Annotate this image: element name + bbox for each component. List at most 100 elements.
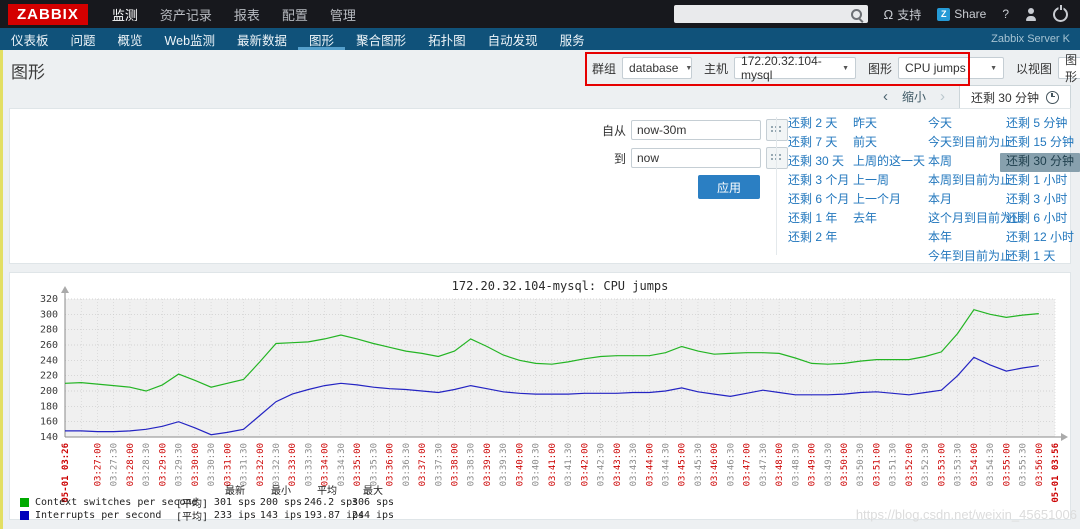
clock-icon <box>1046 90 1059 104</box>
graph-panel: 172.20.32.104-mysql: CPU jumps 140 160 180… <box>9 272 1071 523</box>
help-button[interactable]: ? <box>1002 7 1009 21</box>
time-preset-link[interactable]: 昨天 <box>853 116 878 130</box>
nav-item[interactable]: 问题 <box>70 33 96 48</box>
time-preset-link[interactable]: 还剩 1 小时 <box>1006 173 1068 187</box>
host-value: 172.20.32.104-mysql <box>741 54 822 82</box>
headset-icon: Ω <box>883 6 894 22</box>
time-preset-link[interactable]: 去年 <box>853 211 878 225</box>
host-select[interactable]: 172.20.32.104-mysql ▼ <box>734 54 857 82</box>
graph-legend: 最新 最小 平均 最大 Context switches per second [平均] 3… <box>20 483 396 523</box>
nav-item[interactable]: Web监测 <box>164 33 216 48</box>
view-as-select[interactable]: 图形▼ <box>1058 53 1080 84</box>
time-preset-link[interactable]: 本年 <box>928 230 953 244</box>
nav-item[interactable]: 服务 <box>559 33 585 48</box>
zoom-out-button[interactable]: 缩小 <box>901 90 926 104</box>
time-preset-link[interactable]: 本月 <box>928 192 953 206</box>
x-axis-label: 03:54:00 <box>970 443 980 486</box>
logout-icon[interactable] <box>1053 4 1068 22</box>
time-preset-link[interactable]: 还剩 5 分钟 <box>1006 116 1068 130</box>
time-preset-link[interactable]: 还剩 6 小时 <box>1006 211 1068 225</box>
time-preset-link[interactable]: 还剩 1 天 <box>1006 249 1056 263</box>
share-link[interactable]: Z Share <box>937 7 986 21</box>
top-menu-item[interactable]: 配置 <box>281 7 308 23</box>
time-preset-link[interactable]: 本周到目前为止 <box>928 173 1013 187</box>
time-preset-link[interactable]: 今天 <box>928 116 953 130</box>
from-calendar-button[interactable] <box>766 119 788 141</box>
time-range-tab[interactable]: 还剩 30 分钟 <box>958 85 1071 108</box>
from-input[interactable] <box>631 120 761 140</box>
search-icon[interactable] <box>850 8 862 20</box>
time-preset-link[interactable]: 还剩 30 分钟 <box>1000 153 1080 172</box>
to-calendar-button[interactable] <box>766 147 788 169</box>
x-axis-label: 03:44:30 <box>661 443 671 486</box>
nav-item[interactable]: 最新数据 <box>237 33 288 48</box>
time-preset-link[interactable]: 今年到目前为止 <box>928 249 1013 263</box>
top-header: ZABBIX 监测 资产记录 报表 配置 管理 Ω 支持 Z Share ? <box>0 0 1080 28</box>
legend-row: Context switches per second [平均] 301 sps 20… <box>20 496 396 510</box>
x-axis-label: 03:34:30 <box>337 443 347 486</box>
share-label: Share <box>954 7 987 21</box>
x-axis-label: 03:37:00 <box>418 443 428 486</box>
group-select[interactable]: database ▼ <box>622 57 692 79</box>
x-axis-label: 03:29:30 <box>175 443 185 486</box>
top-menu-item[interactable]: 资产记录 <box>159 7 212 23</box>
nav-item[interactable]: 图形 <box>298 28 345 50</box>
y-axis-label: 160 <box>40 417 58 428</box>
time-preset-link[interactable]: 还剩 3 个月 <box>788 173 850 187</box>
y-axis-label: 300 <box>40 309 58 320</box>
nav-item[interactable]: 聚合图形 <box>356 33 407 48</box>
x-axis-label: 03:38:00 <box>451 443 461 486</box>
nav-item[interactable]: 仪表板 <box>11 33 49 48</box>
time-preset-link[interactable]: 今天到目前为止 <box>928 135 1013 149</box>
time-next-button[interactable]: › <box>939 88 945 105</box>
x-axis-label: 03:42:00 <box>580 443 590 486</box>
time-preset-link[interactable]: 还剩 1 年 <box>788 211 838 225</box>
legend-stat-value: 193.87 ips <box>304 509 365 521</box>
x-axis-label: 03:44:00 <box>645 443 655 486</box>
support-link[interactable]: Ω 支持 <box>884 6 922 23</box>
legend-stat-value: 246.2 sps <box>304 496 359 508</box>
legend-stat-value: 244 ips <box>351 509 395 521</box>
y-axis-label: 320 <box>40 294 58 305</box>
time-preset-link[interactable]: 还剩 15 分钟 <box>1006 135 1075 149</box>
top-menu-item[interactable]: 监测 <box>111 7 138 23</box>
time-preset-link[interactable]: 还剩 12 小时 <box>1006 230 1075 244</box>
to-input[interactable] <box>631 148 761 168</box>
time-preset-link[interactable]: 还剩 7 天 <box>788 135 838 149</box>
x-axis-label: 03:40:00 <box>515 443 525 486</box>
time-preset-link[interactable]: 前天 <box>853 135 878 149</box>
graph-select[interactable]: CPU jumps ▼ <box>898 57 1005 79</box>
top-menu-item[interactable]: 管理 <box>329 7 356 23</box>
x-axis-label: 03:27:30 <box>110 443 120 486</box>
time-preset-link[interactable]: 上一周 <box>853 173 890 187</box>
user-profile-icon[interactable] <box>1025 7 1037 21</box>
time-preset-link[interactable]: 上周的这一天 <box>853 154 926 168</box>
time-preset-link[interactable]: 还剩 6 个月 <box>788 192 850 206</box>
time-preset-link[interactable]: 上一个月 <box>853 192 902 206</box>
time-preset-link[interactable]: 这个月到目前为止 <box>928 211 1025 225</box>
nav-item[interactable]: 拓扑图 <box>428 33 466 48</box>
host-label: 主机 <box>704 61 729 76</box>
x-axis-label: 03:30:00 <box>191 443 201 486</box>
time-preset-link[interactable]: 还剩 2 年 <box>788 230 838 244</box>
time-preset-link[interactable]: 还剩 2 天 <box>788 116 838 130</box>
top-menu-item[interactable]: 报表 <box>233 7 260 23</box>
plot-area <box>65 299 1055 437</box>
time-prev-button[interactable]: ‹ <box>882 88 888 105</box>
x-axis-label: 03:47:30 <box>759 443 769 486</box>
time-preset-link[interactable]: 还剩 30 天 <box>788 154 845 168</box>
x-axis-label: 03:42:30 <box>597 443 607 486</box>
nav-item[interactable]: 自动发现 <box>487 33 538 48</box>
legend-header: 平均 <box>317 485 337 497</box>
x-axis-label: 03:48:00 <box>775 443 785 486</box>
nav-item[interactable]: 概览 <box>117 33 143 48</box>
legend-series-name: Interrupts per second <box>35 509 162 521</box>
x-axis-label: 03:32:30 <box>272 443 282 486</box>
search-input[interactable] <box>673 5 868 23</box>
x-axis-label: 03:28:00 <box>126 443 136 486</box>
time-preset-link[interactable]: 还剩 3 小时 <box>1006 192 1068 206</box>
x-axis-label: 03:49:00 <box>808 443 818 486</box>
time-preset-link[interactable]: 本周 <box>928 154 953 168</box>
apply-button[interactable]: 应用 <box>698 175 760 199</box>
time-bar: ‹ 缩小 › 还剩 30 分钟 <box>0 85 1071 108</box>
